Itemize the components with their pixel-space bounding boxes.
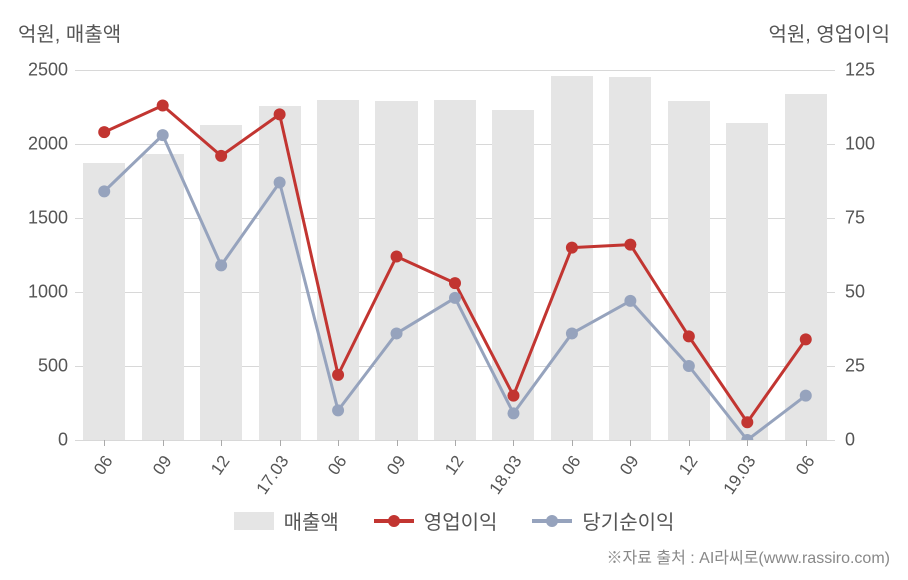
legend-item: 영업이익 [374,506,498,535]
y-tick-left: 1500 [8,208,68,229]
y-axis-left-title: 억원, 매출액 [18,18,121,47]
legend-item: 매출액 [234,506,339,535]
x-tick-mark [104,440,105,446]
x-tick-mark [806,440,807,446]
legend-swatch-line [374,519,414,523]
y-tick-right: 0 [845,430,855,451]
legend-label: 매출액 [284,506,339,535]
bar [200,125,242,440]
legend-swatch-line [532,519,572,523]
x-tick-mark [572,440,573,446]
y-tick-right: 75 [845,208,865,229]
bar [726,123,768,440]
y-tick-right: 50 [845,282,865,303]
y-tick-left: 0 [8,430,68,451]
x-tick-mark [747,440,748,446]
bar [317,100,359,440]
x-tick-mark [455,440,456,446]
y-tick-left: 2000 [8,134,68,155]
source-note: ※자료 출처 : AI라씨로(www.rassiro.com) [606,544,890,568]
x-tick-mark [338,440,339,446]
y-tick-left: 2500 [8,60,68,81]
series-marker [157,129,169,141]
chart-container: 억원, 매출액 억원, 영업이익 매출액 영업이익 당기순이익 ※자료 출처 : A… [0,0,908,580]
x-tick-mark [397,440,398,446]
x-tick-mark [221,440,222,446]
x-tick-mark [630,440,631,446]
bar [142,154,184,440]
series-marker [98,126,110,138]
legend: 매출액 영업이익 당기순이익 [0,506,908,535]
legend-item: 당기순이익 [532,506,674,535]
bar [434,100,476,440]
bar [668,101,710,440]
legend-label: 영업이익 [424,506,498,535]
x-tick-mark [513,440,514,446]
y-tick-left: 1000 [8,282,68,303]
y-tick-right: 25 [845,356,865,377]
y-tick-left: 500 [8,356,68,377]
x-tick-mark [689,440,690,446]
plot-area [75,70,835,440]
legend-swatch-bar [234,512,274,530]
bar [259,106,301,440]
bar [375,101,417,440]
bar [492,110,534,440]
bar [551,76,593,440]
gridline [75,70,835,71]
bar [609,77,651,440]
x-tick-mark [163,440,164,446]
y-tick-right: 100 [845,134,875,155]
x-tick-mark [280,440,281,446]
legend-label: 당기순이익 [582,506,674,535]
bar [785,94,827,440]
y-axis-right-title: 억원, 영업이익 [768,18,890,47]
bar [83,163,125,440]
series-marker [157,100,169,112]
y-tick-right: 125 [845,60,875,81]
